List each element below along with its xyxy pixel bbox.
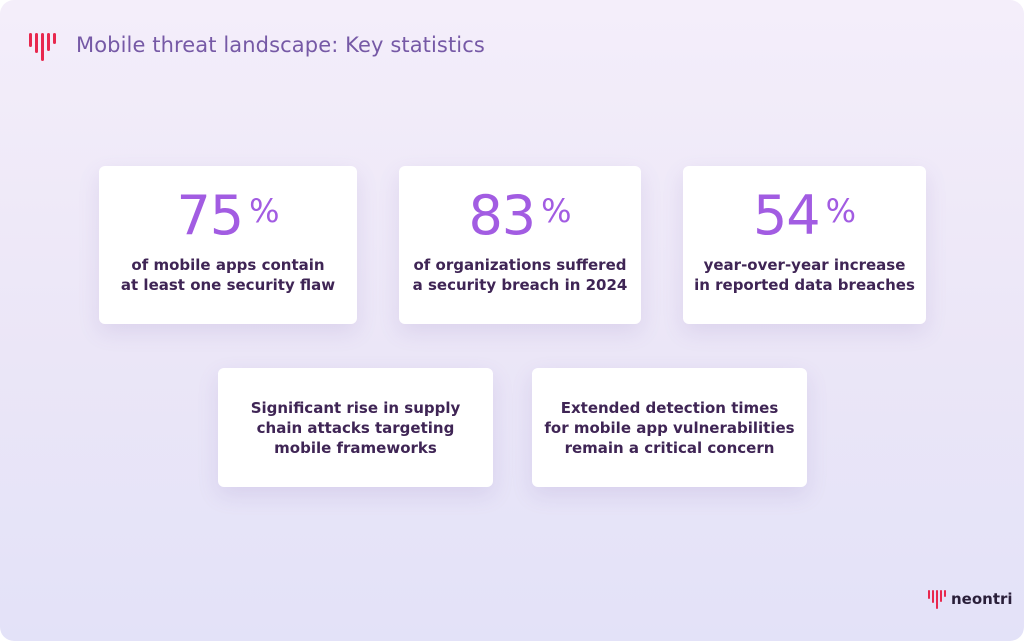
stat-value: 83 — [468, 184, 536, 247]
note-card: Extended detection times for mobile app v… — [532, 368, 807, 487]
brand-icon — [928, 590, 946, 609]
logo-icon — [29, 33, 56, 61]
stat-unit: % — [825, 192, 857, 230]
brand-name: neontri — [951, 590, 1013, 608]
note-text: mobile frameworks — [274, 438, 437, 457]
note-text: Significant rise in supply — [250, 398, 461, 417]
stat-figure: 75% — [176, 189, 279, 243]
stat-unit: % — [541, 192, 572, 230]
note-text: chain attacks targeting — [256, 418, 455, 437]
stat-value: 75 — [176, 184, 244, 247]
note-card: Significant rise in supply chain attacks … — [218, 368, 493, 487]
stat-description: at least one security flaw — [120, 276, 336, 294]
note-text: Extended detection times — [560, 398, 779, 417]
stat-value: 54 — [752, 184, 821, 247]
stat-figure: 54% — [753, 189, 856, 243]
stat-description: of mobile apps contain — [131, 256, 325, 274]
stat-description: in reported data breaches — [694, 276, 915, 294]
note-text: for mobile app vulnerabilities — [544, 418, 795, 437]
stat-figure: 83% — [468, 189, 571, 243]
page-title: Mobile threat landscape: Key statistics — [76, 33, 485, 57]
stat-description: year-over-year increase — [703, 256, 906, 274]
brand: neontri — [928, 588, 1013, 610]
stat-card: 83% of organizations suffered a security b… — [399, 166, 641, 324]
stat-description: of organizations suffered — [413, 256, 627, 274]
stat-card: 75% of mobile apps contain at least one se… — [99, 166, 357, 324]
stat-unit: % — [249, 192, 280, 230]
note-text: remain a critical concern — [564, 438, 775, 457]
stat-card: 54% year-over-year increase in reported da… — [683, 166, 926, 324]
stat-description: a security breach in 2024 — [412, 276, 628, 294]
